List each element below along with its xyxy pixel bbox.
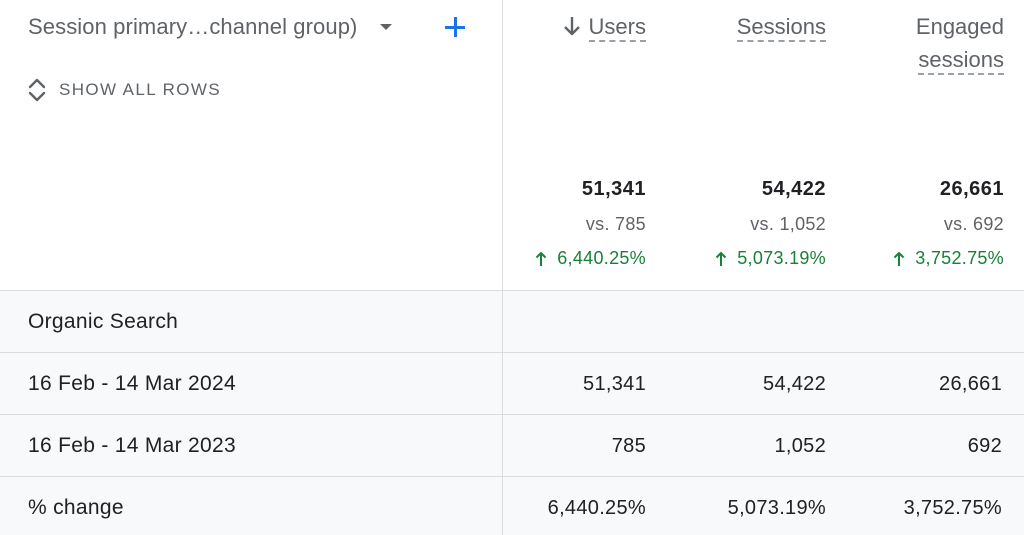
caret-down-icon[interactable] xyxy=(379,24,392,30)
arrow-down-icon xyxy=(563,17,580,36)
cell-users: 51,341 xyxy=(583,372,646,395)
cell-engaged-sessions: 3,752.75% xyxy=(903,496,1002,519)
row-label: 16 Feb - 14 Mar 2024 xyxy=(28,372,236,395)
total-change: 5,073.19% xyxy=(715,248,826,269)
show-all-rows-button[interactable]: SHOW ALL ROWS xyxy=(26,76,221,104)
column-header-users[interactable]: Users xyxy=(563,10,646,44)
total-change-value: 5,073.19% xyxy=(737,248,826,268)
row-label: Organic Search xyxy=(28,310,179,333)
column-divider xyxy=(502,0,503,535)
add-dimension-button[interactable] xyxy=(441,10,469,44)
cell-sessions: 5,073.19% xyxy=(727,496,826,519)
cell-sessions: 54,422 xyxy=(763,372,826,395)
column-header-label: Users xyxy=(588,14,646,42)
total-change-value: 6,440.25% xyxy=(557,248,646,268)
total-change: 3,752.75% xyxy=(893,248,1004,269)
cell-sessions: 1,052 xyxy=(774,434,826,457)
column-header-label-line1: Engaged xyxy=(915,14,1004,39)
cell-users: 785 xyxy=(611,434,646,457)
total-value: 54,422 xyxy=(761,178,826,200)
table-row[interactable]: 16 Feb - 14 Mar 2024 51,341 54,422 26,66… xyxy=(0,352,1024,414)
cell-engaged-sessions: 692 xyxy=(967,434,1002,457)
totals-sessions: 54,422 vs. 1,052 5,073.19% xyxy=(715,178,826,269)
total-comparison: vs. 692 xyxy=(943,214,1004,234)
row-label: 16 Feb - 14 Mar 2023 xyxy=(28,434,236,457)
plus-icon xyxy=(445,17,465,37)
total-change-value: 3,752.75% xyxy=(915,248,1004,268)
column-header-sessions[interactable]: Sessions xyxy=(736,10,826,44)
arrow-up-icon xyxy=(536,251,547,266)
table-row-organic-search[interactable]: Organic Search xyxy=(0,290,1024,352)
row-label: % change xyxy=(28,496,124,519)
dimension-selector[interactable]: Session primary…channel group) xyxy=(28,14,392,40)
total-comparison: vs. 1,052 xyxy=(750,214,826,234)
cell-engaged-sessions: 26,661 xyxy=(939,372,1002,395)
arrow-up-icon xyxy=(716,251,727,266)
column-header-engaged-sessions[interactable]: Engaged sessions xyxy=(916,10,1004,76)
totals-engaged-sessions: 26,661 vs. 692 3,752.75% xyxy=(893,178,1004,269)
column-header-label: Sessions xyxy=(736,14,826,42)
dimension-label: Session primary…channel group) xyxy=(28,14,358,39)
total-value: 26,661 xyxy=(939,178,1004,200)
table-header: Session primary…channel group) SHOW ALL … xyxy=(26,10,1004,269)
column-header-label-line2: sessions xyxy=(918,47,1004,75)
total-change: 6,440.25% xyxy=(535,248,646,269)
show-all-rows-label: SHOW ALL ROWS xyxy=(59,80,222,99)
cell-users: 6,440.25% xyxy=(547,496,646,519)
totals-users: 51,341 vs. 785 6,440.25% xyxy=(535,178,646,269)
total-value: 51,341 xyxy=(581,178,646,200)
table-row[interactable]: 16 Feb - 14 Mar 2023 785 1,052 692 xyxy=(0,414,1024,476)
unfold-more-icon xyxy=(28,78,46,102)
arrow-up-icon xyxy=(894,251,905,266)
total-comparison: vs. 785 xyxy=(585,214,646,234)
table-row[interactable]: % change 6,440.25% 5,073.19% 3,752.75% xyxy=(0,476,1024,535)
